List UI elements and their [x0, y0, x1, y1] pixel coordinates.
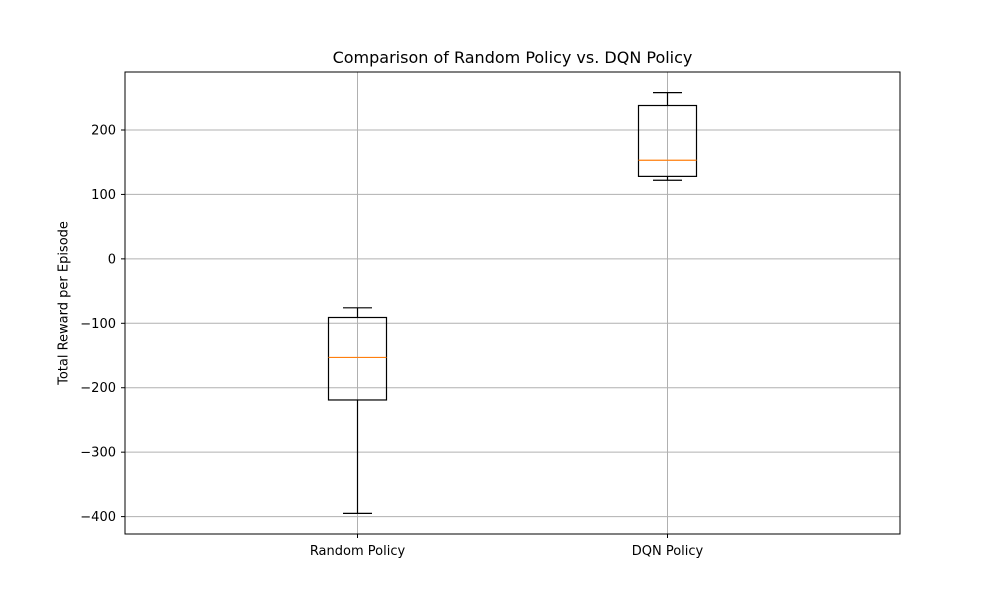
y-tick-label: 0: [108, 252, 116, 267]
box-group: [327, 307, 388, 514]
y-tick-label: −200: [80, 381, 116, 396]
box: [637, 104, 698, 177]
axis-ticks: 200 100 0 −100 −200 −300 −400 Random Policy DQN …: [80, 123, 703, 559]
box: [327, 316, 388, 401]
chart-title: Comparison of Random Policy vs. DQN Poli…: [332, 48, 693, 67]
y-tick-label: −300: [80, 446, 116, 461]
box-group: [637, 92, 698, 181]
y-tick-label: −100: [80, 317, 116, 332]
x-tick-label: Random Policy: [310, 544, 406, 559]
grid-lines: [125, 72, 900, 534]
boxes: [327, 92, 698, 514]
y-tick-label: 100: [91, 188, 116, 203]
y-axis-label: Total Reward per Episode: [56, 221, 72, 385]
plot-area-frame: [124, 71, 901, 535]
x-tick-label: DQN Policy: [632, 544, 704, 559]
y-tick-label: 200: [91, 123, 116, 138]
y-tick-label: −400: [80, 510, 116, 525]
